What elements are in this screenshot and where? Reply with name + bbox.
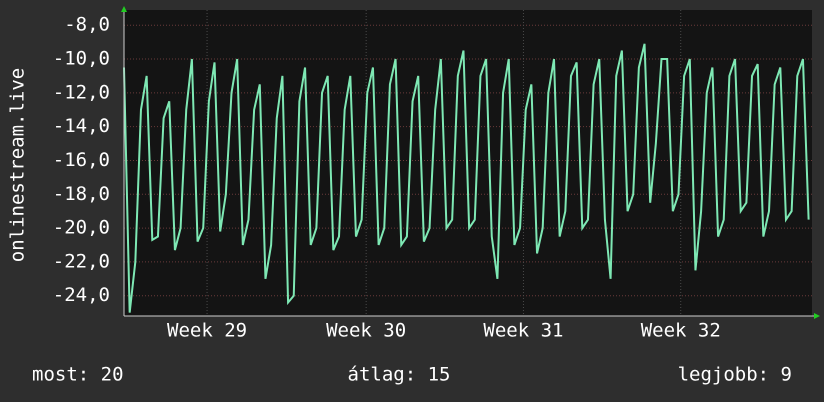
y-tick-label: -24,0 [53, 284, 110, 306]
y-tick-label: -18,0 [53, 183, 110, 205]
axis-arrow [814, 313, 820, 319]
y-axis-label: onlinestream.live [7, 68, 29, 262]
y-tick-label: -10,0 [53, 48, 110, 70]
axis-arrow [121, 6, 127, 12]
x-tick-label: Week 29 [167, 320, 247, 342]
x-tick-label: Week 32 [641, 320, 721, 342]
y-tick-label: -14,0 [53, 115, 110, 137]
stat: most: 20 [32, 364, 124, 386]
y-tick-label: -16,0 [53, 149, 110, 171]
stat: átlag: 15 [348, 364, 451, 386]
x-tick-label: Week 30 [326, 320, 406, 342]
y-tick-label: -12,0 [53, 81, 110, 103]
y-tick-label: -8,0 [64, 14, 110, 36]
y-tick-label: -22,0 [53, 250, 110, 272]
x-tick-label: Week 31 [483, 320, 563, 342]
stat: legjobb: 9 [678, 364, 792, 386]
y-tick-label: -20,0 [53, 217, 110, 239]
data-line [123, 43, 810, 313]
